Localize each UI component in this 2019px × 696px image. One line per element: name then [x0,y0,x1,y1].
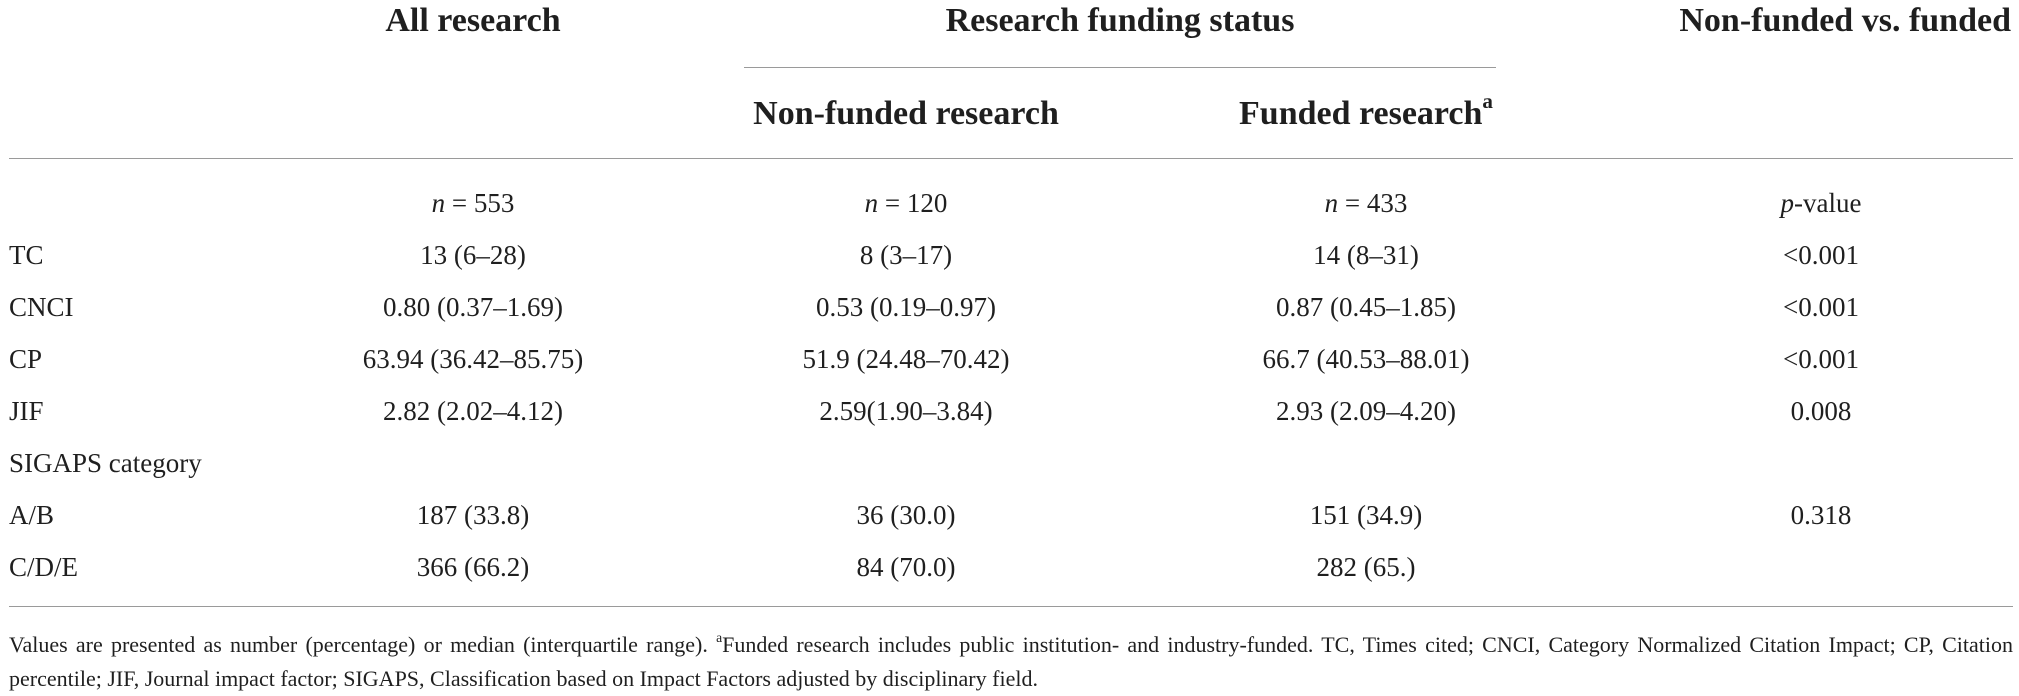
cell-all: 2.82 (2.02–4.12) [383,396,563,426]
row-label: JIF [9,396,44,426]
cell-non-funded: 2.59(1.90–3.84) [819,396,993,426]
header-non-funded: Non-funded research [753,95,1059,132]
header-funding-status: Research funding status [945,2,1295,39]
cell-non-funded: 51.9 (24.48–70.42) [802,344,1010,374]
cell-funded: 14 (8–31) [1313,240,1419,270]
header-bottom-rule [9,158,2013,159]
row-label: SIGAPS category [9,448,202,478]
cell-all: 13 (6–28) [420,240,526,270]
cell-all: 187 (33.8) [416,500,530,530]
cell-non-funded: 0.53 (0.19–0.97) [816,292,996,322]
row-label: CNCI [9,292,74,322]
n-funded: n = 433 [1324,188,1408,218]
n-non-funded: n = 120 [864,188,948,218]
cell-p-value: 0.318 [1790,500,1852,530]
cell-p-value: <0.001 [1783,240,1859,270]
cell-all: 0.80 (0.37–1.69) [383,292,563,322]
p-value-header: p-value [1780,188,1862,218]
cell-funded: 282 (65.) [1316,552,1416,582]
cell-all: 366 (66.2) [416,552,530,582]
cell-funded: 151 (34.9) [1309,500,1423,530]
cell-funded: 0.87 (0.45–1.85) [1276,292,1456,322]
cell-non-funded: 84 (70.0) [856,552,956,582]
funded-footnote-marker: a [1482,89,1493,114]
funding-status-rule [744,67,1496,68]
header-comparison: Non-funded vs. funded [1679,2,2011,39]
n-all: n = 553 [431,188,515,218]
header-all-research: All research [385,2,561,39]
cell-p-value: <0.001 [1783,292,1859,322]
footnote-marker: a [716,629,723,645]
cell-non-funded: 36 (30.0) [856,500,956,530]
row-label: CP [9,344,43,374]
cell-p-value: <0.001 [1783,344,1859,374]
row-label: TC [9,240,44,270]
row-label: A/B [9,500,55,530]
cell-funded: 66.7 (40.53–88.01) [1262,344,1470,374]
cell-funded: 2.93 (2.09–4.20) [1276,396,1456,426]
header-funded: Funded researcha [1239,89,1493,132]
cell-non-funded: 8 (3–17) [859,240,953,270]
cell-p-value: 0.008 [1790,396,1852,426]
row-label: C/D/E [9,552,79,582]
table-bottom-rule [9,606,2013,607]
table-footnote: Values are presented as number (percenta… [9,629,2013,691]
cell-all: 63.94 (36.42–85.75) [362,344,584,374]
